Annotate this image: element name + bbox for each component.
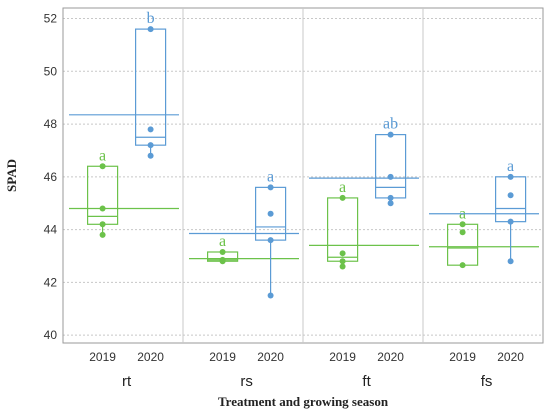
y-tick-label: 52 [44,12,58,26]
data-point [387,173,394,180]
data-point [147,126,154,133]
data-point [459,221,466,228]
group-label-rt: rt [122,373,132,390]
season-label: 2019 [449,350,476,364]
y-tick-label: 50 [44,64,58,78]
data-point [147,26,154,33]
data-point [99,163,106,170]
group-label-fs: fs [481,373,493,390]
y-tick-label: 44 [44,223,58,237]
data-point [99,205,106,212]
data-point [267,237,274,244]
data-point [339,258,346,265]
data-point [459,262,466,269]
data-point [99,231,106,238]
data-point [507,218,514,225]
season-label: 2020 [257,350,284,364]
data-point [147,152,154,159]
season-label: 2019 [209,350,236,364]
significance-letter: a [267,168,274,185]
season-label: 2020 [377,350,404,364]
data-point [219,248,226,255]
data-point [267,292,274,299]
data-point [339,263,346,270]
box-ft-2020 [375,134,407,199]
data-point [387,131,394,138]
data-point [147,142,154,149]
season-label: 2020 [497,350,524,364]
data-point [339,250,346,257]
significance-letter: a [507,158,514,175]
y-tick-label: 46 [44,170,58,184]
data-point [507,173,514,180]
season-label: 2019 [89,350,116,364]
data-point [507,258,514,265]
data-point [219,258,226,265]
data-point [459,229,466,236]
season-label: 2019 [329,350,356,364]
y-tick-label: 48 [44,117,58,131]
data-point [387,194,394,201]
data-point [267,184,274,191]
data-point [99,221,106,228]
y-axis-title: SPAD [4,159,19,192]
group-label-ft: ft [362,373,371,390]
significance-letter: a [339,179,346,196]
significance-letter: ab [383,116,398,133]
y-tick-label: 40 [44,328,58,342]
x-axis-title: Treatment and growing season [218,394,389,409]
significance-letter: a [99,147,106,164]
data-point [339,194,346,201]
season-label: 2020 [137,350,164,364]
box-rt-2019 [86,165,119,225]
significance-letter: a [219,233,226,250]
data-point [267,210,274,217]
group-label-rs: rs [240,373,253,390]
y-tick-label: 42 [44,275,58,289]
significance-letter: b [147,10,155,27]
box-fs-2020 [495,176,527,223]
data-point [387,200,394,207]
data-point [507,192,514,199]
